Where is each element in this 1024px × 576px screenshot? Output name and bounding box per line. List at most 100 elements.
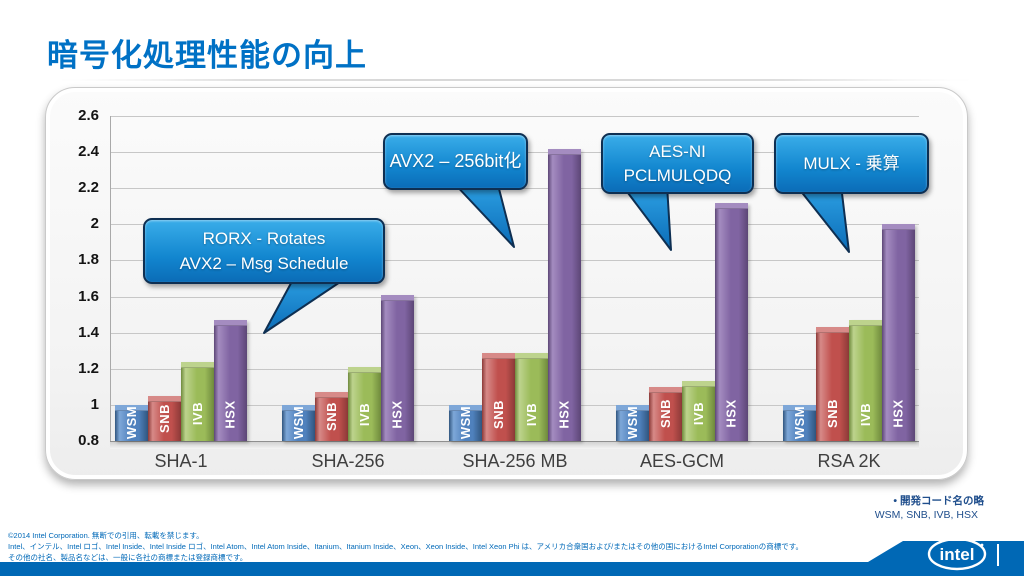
y-axis-tick-label: 2.6 (78, 107, 99, 124)
y-axis-tick-label: 2 (90, 215, 99, 233)
registered-mark-dot (980, 543, 984, 547)
bar-SNB-AES-GCM: SNB (649, 386, 682, 441)
callout-text: AVX2 – Msg Schedule (179, 254, 349, 273)
bar-top-cap (282, 404, 315, 411)
bar-series-label: HSX (556, 399, 572, 429)
bar-HSX-SHA-1: HSX (214, 320, 247, 441)
y-axis-tick-label: 2.4 (78, 143, 99, 161)
bar-top-cap (381, 294, 414, 301)
intel-logo-text: intel (940, 545, 975, 564)
bar-top-cap (449, 404, 482, 411)
bar-series-label: WSM (792, 406, 807, 440)
gridline (110, 332, 919, 334)
bar-SNB-SHA-256 MB: SNB (482, 352, 515, 441)
footer-legal: ©2014 Intel Corporation. 無断での引用、転載を禁じます。… (8, 531, 908, 564)
bar-top-cap (181, 361, 214, 368)
bar-series-label: SNB (824, 399, 840, 429)
category-label-RSA 2K: RSA 2K (817, 451, 881, 471)
callout-text: AVX2 – 256bit化 (389, 151, 522, 171)
bar-chart: 0.8 1 1.2 1.4 1.6 1.8 2 2.2 2.4 2.6 WSM SNB IVB HSX SH… (46, 88, 967, 479)
chart-floor (110, 442, 919, 449)
bar-IVB-RSA 2K: IVB (849, 320, 882, 441)
bar-series-label: SNB (657, 399, 673, 429)
bar-series-label: WSM (124, 406, 139, 440)
callout-text: PCLMULQDQ (623, 165, 732, 185)
bar-top-cap (115, 404, 148, 411)
bar-top-cap (348, 367, 381, 373)
bar-top-cap (816, 327, 849, 334)
bar-SNB-RSA 2K: SNB (816, 327, 849, 441)
y-axis-tick-label: 0.8 (78, 432, 99, 449)
callout-avx2-256bit: AVX2 – 256bit化 (383, 133, 528, 190)
bar-WSM-SHA-256: WSM (282, 404, 315, 441)
title-underline (55, 79, 975, 81)
gridline (110, 441, 919, 442)
bar-HSX-RSA 2K: HSX (882, 224, 915, 441)
bar-top-cap (214, 320, 247, 326)
y-axis-tick-label: 1.8 (78, 251, 99, 269)
bar-WSM-RSA 2K: WSM (783, 404, 816, 441)
bar-HSX-SHA-256: HSX (381, 294, 414, 442)
bar-series-label: IVB (356, 402, 372, 426)
bar-top-cap (849, 320, 882, 326)
bottom-banner (0, 541, 1024, 576)
bar-top-cap (682, 381, 715, 388)
bar-series-label: IVB (523, 402, 539, 426)
bar-series-label: HSX (389, 399, 405, 429)
bar-top-cap (482, 352, 515, 359)
bar-HSX-AES-GCM: HSX (715, 202, 748, 441)
footer-line: ©2014 Intel Corporation. 無断での引用、転載を禁じます。 (8, 531, 204, 540)
category-label-SHA-256: SHA-256 (311, 451, 385, 471)
y-axis-tick-label: 2.2 (78, 179, 99, 197)
bar-series-label: SNB (156, 403, 172, 433)
category-label-AES-GCM: AES-GCM (639, 451, 724, 471)
category-label-SHA-1: SHA-1 (154, 451, 208, 471)
bar-series-label: HSX (222, 399, 238, 429)
category-label-SHA-256 MB: SHA-256 MB (462, 451, 568, 471)
bar-SNB-SHA-1: SNB (148, 395, 181, 441)
callout-aesni-pclmulqdq: AES-NI PCLMULQDQ (601, 133, 754, 194)
bar-series-label: WSM (458, 406, 473, 440)
bar-SNB-SHA-256: SNB (315, 392, 348, 442)
y-axis-tick-label: 1.4 (78, 323, 99, 341)
bar-series-label: IVB (857, 402, 873, 426)
bar-top-cap (315, 392, 348, 399)
y-axis-tick-label: 1.6 (78, 287, 99, 305)
bar-series-label: HSX (890, 399, 906, 429)
bar-series-label: WSM (291, 406, 306, 440)
bar-IVB-SHA-1: IVB (181, 361, 214, 441)
bar-top-cap (548, 148, 581, 155)
bar-series-label: SNB (323, 402, 339, 432)
bar-WSM-AES-GCM: WSM (616, 404, 649, 441)
y-axis-tick-label: 1.2 (78, 359, 99, 377)
callout-rorx-avx2: RORX - Rotates AVX2 – Msg Schedule (143, 218, 385, 284)
bar-series-label: IVB (189, 402, 205, 426)
logo-separator (997, 544, 999, 566)
callout-text: MULX - 乗算 (803, 154, 900, 173)
y-axis-line (110, 116, 111, 441)
bar-top-cap (616, 404, 649, 411)
bar-IVB-SHA-256: IVB (348, 367, 381, 441)
bar-top-cap (649, 386, 682, 393)
bar-top-cap (515, 352, 548, 359)
footer-line: その他の社名、製品名などは、一般に各社の商標または登録商標です。 (8, 552, 248, 562)
callout-text: AES-NI (649, 141, 706, 161)
bar-top-cap (148, 395, 181, 402)
gridline (110, 116, 919, 117)
bar-WSM-SHA-1: WSM (115, 404, 148, 441)
gridline (110, 260, 919, 262)
bar-WSM-SHA-256 MB: WSM (449, 404, 482, 441)
bar-IVB-AES-GCM: IVB (682, 381, 715, 441)
page-title: 暗号化処理性能の向上 (47, 38, 367, 73)
bar-series-label: WSM (625, 406, 640, 440)
bar-series-label: IVB (690, 402, 706, 426)
callout-mulx: MULX - 乗算 (774, 133, 929, 194)
bar-IVB-SHA-256 MB: IVB (515, 352, 548, 441)
bar-series-label: HSX (723, 399, 739, 429)
codename-note-title: • 開発コード名の略 (893, 495, 984, 507)
callout-text: RORX - Rotates (202, 229, 326, 248)
bar-top-cap (715, 202, 748, 209)
gridline (110, 296, 919, 298)
codename-note-list: WSM, SNB, IVB, HSX (874, 509, 978, 521)
